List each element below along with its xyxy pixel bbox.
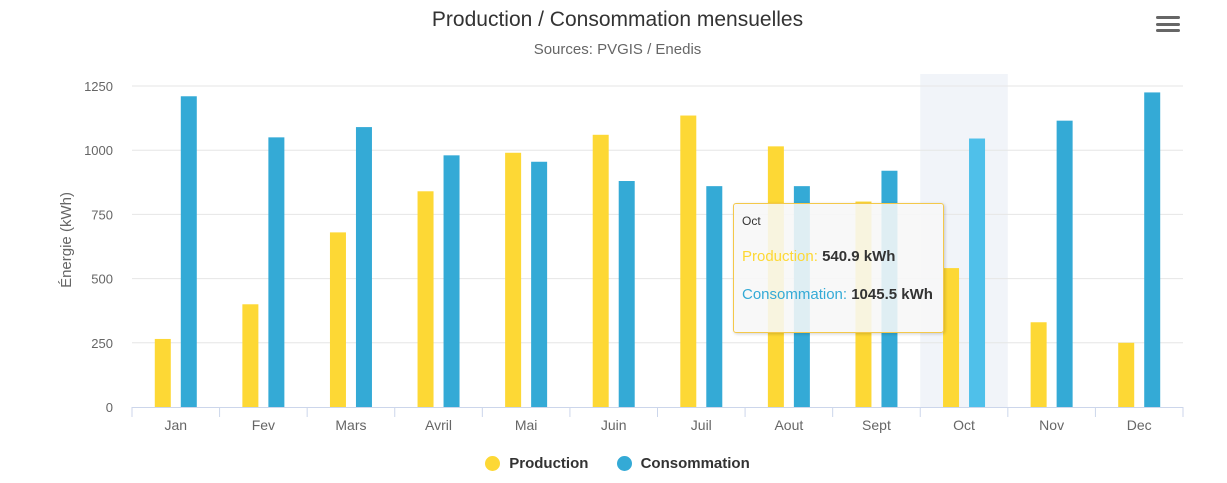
y-tick-label: 1000	[84, 143, 113, 158]
tooltip-header: Oct	[742, 214, 761, 228]
x-tick-label: Jan	[165, 417, 188, 433]
x-tick-label: Nov	[1039, 417, 1064, 433]
x-tick-label: Juil	[691, 417, 712, 433]
bar-production-mars[interactable]	[329, 232, 346, 407]
bar-consommation-nov[interactable]	[1056, 120, 1073, 407]
legend-dot-production	[485, 456, 501, 471]
legend-item-production[interactable]: Production	[485, 455, 588, 472]
tooltip: Oct Production: 540.9 kWh Consommation: …	[733, 203, 944, 333]
bar-production-juil[interactable]	[680, 115, 697, 408]
chart-subtitle: Sources: PVGIS / Enedis	[533, 41, 702, 58]
x-tick-label: Mai	[515, 417, 538, 433]
legend: Production Consommation	[0, 455, 1227, 475]
bar-consommation-avril[interactable]	[443, 155, 460, 407]
bar-production-oct[interactable]	[943, 268, 960, 407]
bar-production-nov[interactable]	[1030, 322, 1047, 407]
x-tick-label: Oct	[953, 417, 975, 433]
bar-consommation-dec[interactable]	[1144, 92, 1161, 408]
hamburger-menu-icon[interactable]	[1156, 16, 1180, 36]
tooltip-value-consommation: 1045.5 kWh	[851, 286, 933, 303]
x-tick-label: Aout	[774, 417, 803, 433]
x-tick-label: Mars	[335, 417, 366, 433]
x-tick-label: Sept	[862, 417, 891, 433]
bar-consommation-mars[interactable]	[355, 127, 372, 407]
bar-production-jan[interactable]	[154, 338, 171, 407]
bar-consommation-mai[interactable]	[531, 161, 548, 407]
y-axis-title: Énergie (kWh)	[58, 192, 75, 288]
y-tick-label: 750	[91, 207, 113, 222]
chart-title: Production / Consommation mensuelles	[431, 8, 804, 31]
legend-item-consommation[interactable]: Consommation	[616, 455, 750, 472]
bar-production-mai[interactable]	[505, 152, 522, 407]
tooltip-label-production: Production:	[742, 248, 818, 265]
bar-consommation-oct[interactable]	[969, 138, 986, 407]
y-tick-label: 0	[106, 400, 113, 415]
tooltip-row-production: Production: 540.9 kWh	[742, 248, 895, 265]
x-tick-label: Avril	[425, 417, 452, 433]
y-tick-label: 250	[91, 336, 113, 351]
tooltip-value-production: 540.9 kWh	[822, 248, 896, 265]
legend-label-production: Production	[509, 455, 589, 472]
y-tick-label: 500	[91, 272, 113, 287]
x-tick-label: Juin	[601, 417, 627, 433]
bar-consommation-jan[interactable]	[180, 96, 197, 407]
legend-label-consommation: Consommation	[640, 455, 750, 472]
bar-production-juin[interactable]	[592, 134, 609, 408]
bar-consommation-juil[interactable]	[706, 186, 723, 407]
bar-consommation-fev[interactable]	[268, 137, 285, 408]
tooltip-label-consommation: Consommation:	[742, 286, 848, 303]
bar-production-dec[interactable]	[1118, 342, 1135, 407]
legend-dot-consommation	[616, 456, 632, 471]
bar-production-avril[interactable]	[417, 191, 434, 407]
tooltip-row-consommation: Consommation: 1045.5 kWh	[742, 286, 933, 303]
x-tick-label: Dec	[1127, 417, 1152, 433]
bar-production-fev[interactable]	[242, 304, 259, 407]
x-tick-label: Fev	[252, 417, 275, 433]
y-tick-label: 1250	[84, 79, 113, 94]
bar-consommation-juin[interactable]	[618, 181, 635, 407]
